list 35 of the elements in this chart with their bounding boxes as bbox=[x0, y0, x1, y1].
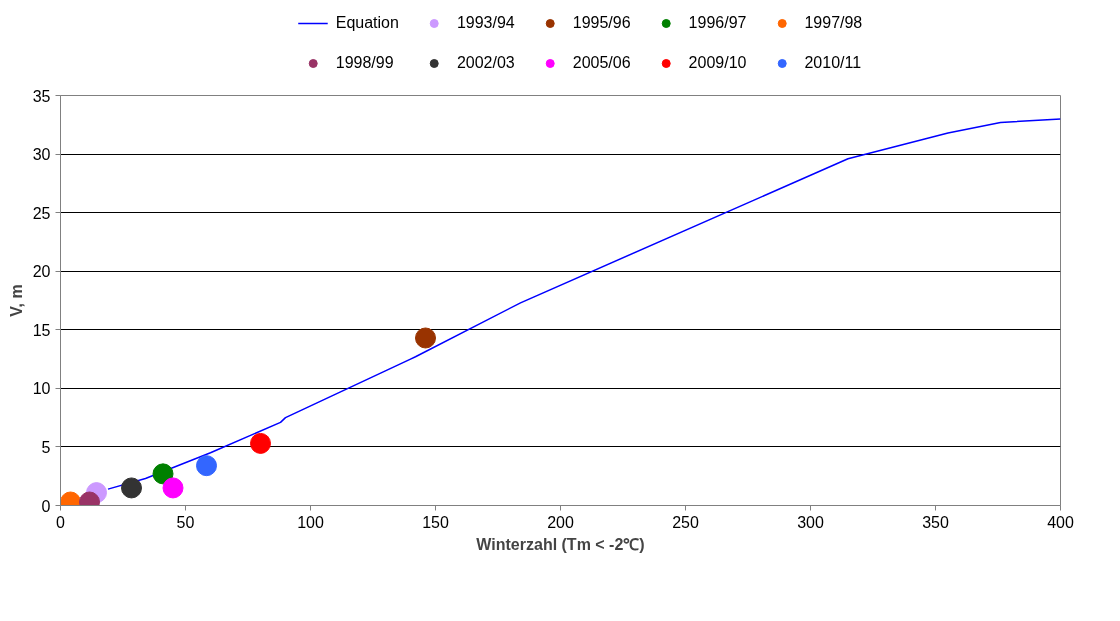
legend-label: 2005/06 bbox=[572, 53, 631, 72]
legend-label: 2002/03 bbox=[456, 53, 515, 72]
y-tick-label: 15 bbox=[32, 321, 51, 339]
legend-label: 1998/99 bbox=[335, 53, 394, 72]
y-tick-label: 30 bbox=[32, 146, 51, 164]
y-tick-label: 0 bbox=[41, 497, 51, 515]
y-tick-label: 25 bbox=[32, 204, 51, 222]
point bbox=[162, 477, 184, 499]
x-tick-label: 150 bbox=[422, 513, 449, 531]
x-tick-label: 0 bbox=[56, 513, 66, 531]
point bbox=[250, 432, 271, 454]
x-tick-label: 350 bbox=[922, 513, 949, 531]
y-tick-label: 5 bbox=[41, 438, 51, 456]
x-axis-title: Winterzahl (Tm < -2℃) bbox=[476, 535, 645, 553]
legend-label: 2009/10 bbox=[688, 53, 747, 72]
x-tick-label: 250 bbox=[672, 513, 699, 531]
x-tick-label: 50 bbox=[176, 513, 195, 531]
y-tick-label: 20 bbox=[32, 263, 51, 281]
x-tick-label: 300 bbox=[797, 513, 824, 531]
legend-label: 1995/96 bbox=[572, 13, 631, 32]
x-tick-label: 100 bbox=[297, 513, 324, 531]
legend-label: 2010/11 bbox=[804, 53, 862, 72]
legend-label: Equation bbox=[335, 13, 399, 32]
y-axis-title: V, m bbox=[7, 284, 25, 317]
legend-label: 1996/97 bbox=[688, 13, 747, 32]
legend-label: 1997/98 bbox=[804, 13, 863, 32]
y-tick-label: 35 bbox=[32, 87, 51, 105]
point bbox=[121, 477, 142, 499]
point bbox=[152, 463, 174, 485]
point bbox=[196, 455, 217, 477]
legend-label: 1993/94 bbox=[456, 13, 515, 32]
point bbox=[415, 327, 436, 349]
x-tick-label: 400 bbox=[1047, 513, 1074, 531]
x-tick-label: 200 bbox=[547, 513, 574, 531]
y-tick-label: 10 bbox=[32, 380, 51, 398]
